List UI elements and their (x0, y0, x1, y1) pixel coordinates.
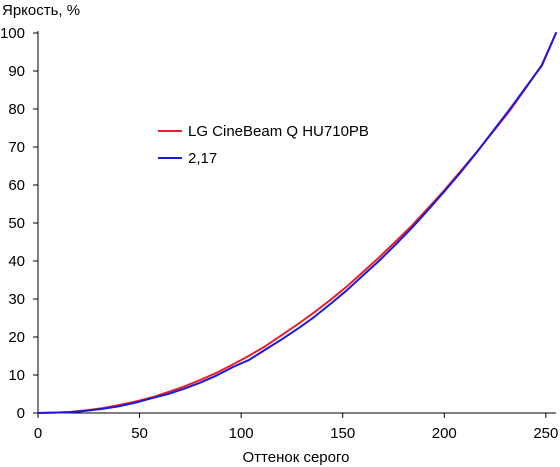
x-tick-label: 200 (432, 425, 457, 442)
x-tick-label: 150 (330, 425, 355, 442)
y-tick-label: 80 (8, 101, 25, 118)
y-tick-label: 60 (8, 177, 25, 194)
legend-label-0: LG CineBeam Q HU710PB (188, 123, 369, 140)
x-tick-label: 100 (229, 425, 254, 442)
y-tick-label: 10 (8, 367, 25, 384)
y-axis-title: Яркость, % (2, 2, 80, 19)
y-tick-label: 40 (8, 253, 25, 270)
ticks: 0 10 20 30 40 50 60 70 80 90 100 0 50 100 150 200 250 (0, 25, 558, 442)
legend-label-1: 2,17 (188, 150, 217, 167)
y-tick-label: 30 (8, 291, 25, 308)
x-tick-label: 250 (533, 425, 558, 442)
x-axis-title: Оттенок серого (243, 449, 350, 466)
x-tick-label: 50 (131, 425, 148, 442)
y-tick-label: 90 (8, 63, 25, 80)
y-tick-label: 50 (8, 215, 25, 232)
series-layer (37, 32, 557, 414)
x-tick-label: 0 (34, 425, 42, 442)
y-tick-label: 0 (17, 405, 25, 422)
y-tick-label: 20 (8, 329, 25, 346)
series-line-0 (37, 32, 557, 414)
axes (37, 31, 556, 414)
legend: LG CineBeam Q HU710PB 2,17 (158, 123, 369, 167)
y-tick-label: 100 (0, 25, 25, 42)
series-line-1 (37, 32, 557, 414)
y-tick-label: 70 (8, 139, 25, 156)
